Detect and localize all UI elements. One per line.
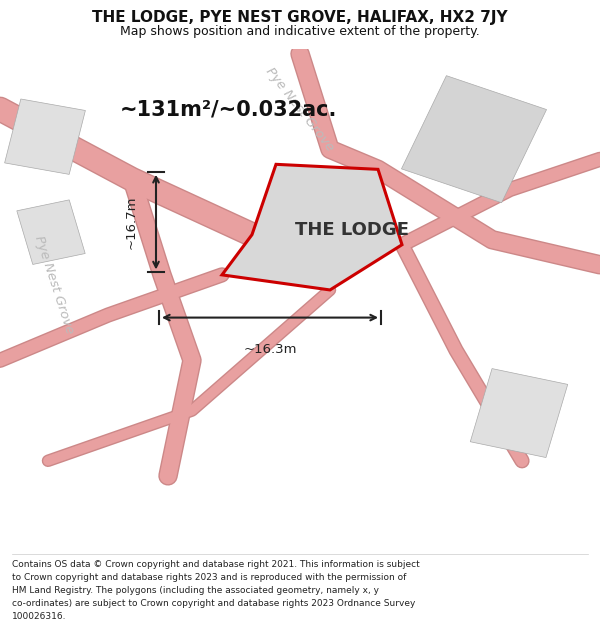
Text: 100026316.: 100026316. xyxy=(12,612,67,621)
Polygon shape xyxy=(470,369,568,458)
Polygon shape xyxy=(5,99,85,174)
Text: THE LODGE, PYE NEST GROVE, HALIFAX, HX2 7JY: THE LODGE, PYE NEST GROVE, HALIFAX, HX2 … xyxy=(92,10,508,25)
Polygon shape xyxy=(401,76,547,202)
Text: THE LODGE: THE LODGE xyxy=(295,221,409,239)
Text: Contains OS data © Crown copyright and database right 2021. This information is : Contains OS data © Crown copyright and d… xyxy=(12,560,420,569)
Text: ~16.3m: ~16.3m xyxy=(243,342,297,356)
Text: Pye Nest Grove: Pye Nest Grove xyxy=(32,234,76,336)
Text: ~16.7m: ~16.7m xyxy=(125,196,138,249)
Text: HM Land Registry. The polygons (including the associated geometry, namely x, y: HM Land Registry. The polygons (includin… xyxy=(12,586,379,595)
Text: co-ordinates) are subject to Crown copyright and database rights 2023 Ordnance S: co-ordinates) are subject to Crown copyr… xyxy=(12,599,415,608)
Polygon shape xyxy=(222,164,402,290)
Text: Pye Nest Grove: Pye Nest Grove xyxy=(263,64,337,153)
Text: Map shows position and indicative extent of the property.: Map shows position and indicative extent… xyxy=(120,25,480,38)
Text: ~131m²/~0.032ac.: ~131m²/~0.032ac. xyxy=(119,99,337,119)
Polygon shape xyxy=(17,200,85,264)
Text: to Crown copyright and database rights 2023 and is reproduced with the permissio: to Crown copyright and database rights 2… xyxy=(12,573,406,582)
